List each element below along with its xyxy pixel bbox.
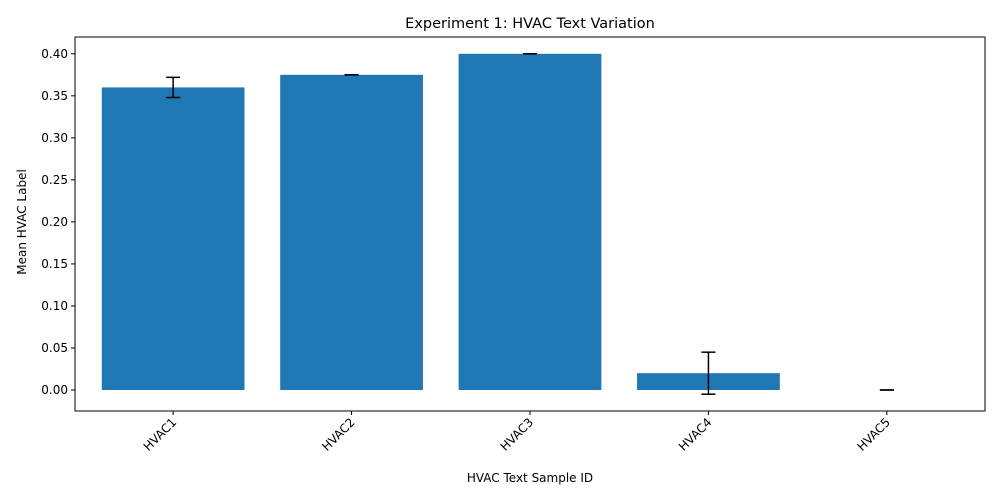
- y-tick-label: 0.20: [41, 215, 68, 229]
- plot-area: 0.00 0.05 0.10 0.15 0.20 0.25 0.30 0.35 0.40 HVAC…: [41, 36, 986, 454]
- x-tick-label: HVAC1: [141, 415, 180, 454]
- bar-hvac3: [458, 53, 602, 390]
- x-tick-label: HVAC5: [854, 415, 893, 454]
- x-tick-label: HVAC2: [319, 415, 358, 454]
- chart-title: Experiment 1: HVAC Text Variation: [405, 16, 655, 32]
- y-tick-label: 0.15: [41, 257, 68, 271]
- x-tick-label: HVAC3: [498, 415, 537, 454]
- bar-hvac2: [280, 74, 423, 390]
- x-axis-label: HVAC Text Sample ID: [467, 471, 593, 485]
- y-tick-label: 0.35: [41, 89, 68, 103]
- y-axis-label: Mean HVAC Label: [15, 169, 29, 275]
- y-tick-label: 0.10: [41, 299, 68, 313]
- x-tick-label: HVAC4: [676, 415, 715, 454]
- y-tick-label: 0.30: [41, 131, 68, 145]
- y-tick-label: 0.40: [41, 47, 68, 61]
- bar-hvac1: [101, 87, 245, 390]
- y-tick-label: 0.00: [41, 383, 68, 397]
- y-tick-label: 0.05: [41, 341, 68, 355]
- y-tick-label: 0.25: [41, 173, 68, 187]
